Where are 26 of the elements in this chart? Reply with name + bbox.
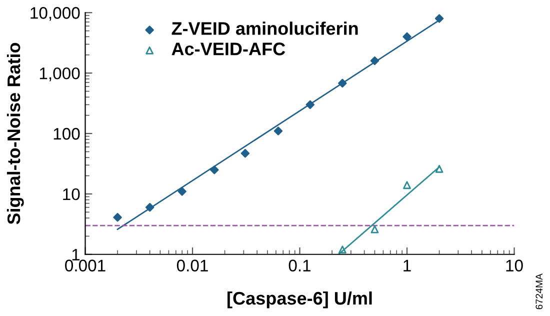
x-tick-label: 10 xyxy=(506,260,523,272)
legend-label: Ac-VEID-AFC xyxy=(172,42,286,56)
point xyxy=(113,212,122,222)
y-tick-label: 10,000 xyxy=(30,7,80,21)
point xyxy=(178,187,186,196)
legend-label: Z-VEID aminoluciferin xyxy=(172,22,358,35)
point xyxy=(145,202,154,212)
y-axis-title: Signal-to-Noise Ratio xyxy=(6,42,24,224)
y-tick-label: 10 xyxy=(63,188,80,200)
x-axis-title: [Caspase-6] U/ml xyxy=(228,291,372,308)
point xyxy=(274,126,283,136)
point xyxy=(338,78,347,88)
y-tick-label: 1,000 xyxy=(40,67,80,82)
point xyxy=(370,56,380,66)
text: 6724MA xyxy=(536,273,543,310)
x-tick-label: 1 xyxy=(404,260,411,272)
point xyxy=(240,148,250,158)
x-tick-label: 0.01 xyxy=(176,260,208,272)
y-tick-label: 1 xyxy=(72,248,80,260)
point xyxy=(210,166,219,174)
y-tick-label: 100 xyxy=(54,128,80,140)
point xyxy=(306,100,315,110)
point xyxy=(434,14,444,23)
x-tick-label: 0.1 xyxy=(288,260,311,272)
x-tick-label: 0.001 xyxy=(65,260,106,272)
point xyxy=(402,32,412,42)
